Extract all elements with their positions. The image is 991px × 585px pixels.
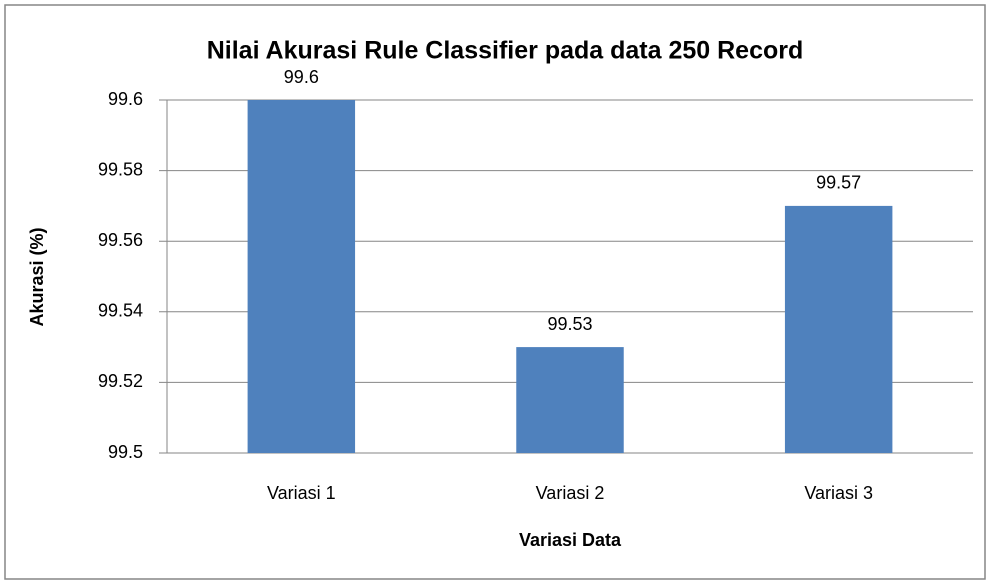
x-axis-title: Variasi Data [519,530,622,550]
bar [516,347,624,453]
data-label: 99.57 [816,173,861,193]
y-tick-label: 99.52 [98,371,143,391]
data-label: 99.6 [284,67,319,87]
bar [784,205,893,453]
y-tick-label: 99.5 [108,442,143,462]
x-tick-label: Variasi 3 [804,483,873,503]
y-axis-title: Akurasi (%) [27,227,47,326]
x-tick-label: Variasi 2 [536,483,605,503]
data-label: 99.53 [547,314,592,334]
chart-title: Nilai Akurasi Rule Classifier pada data … [207,37,804,65]
y-tick-label: 99.54 [98,301,143,321]
y-tick-label: 99.58 [98,159,143,179]
y-tick-label: 99.56 [98,230,143,250]
y-tick-label: 99.6 [108,89,143,109]
x-tick-label: Variasi 1 [267,483,336,503]
bar [247,100,356,453]
